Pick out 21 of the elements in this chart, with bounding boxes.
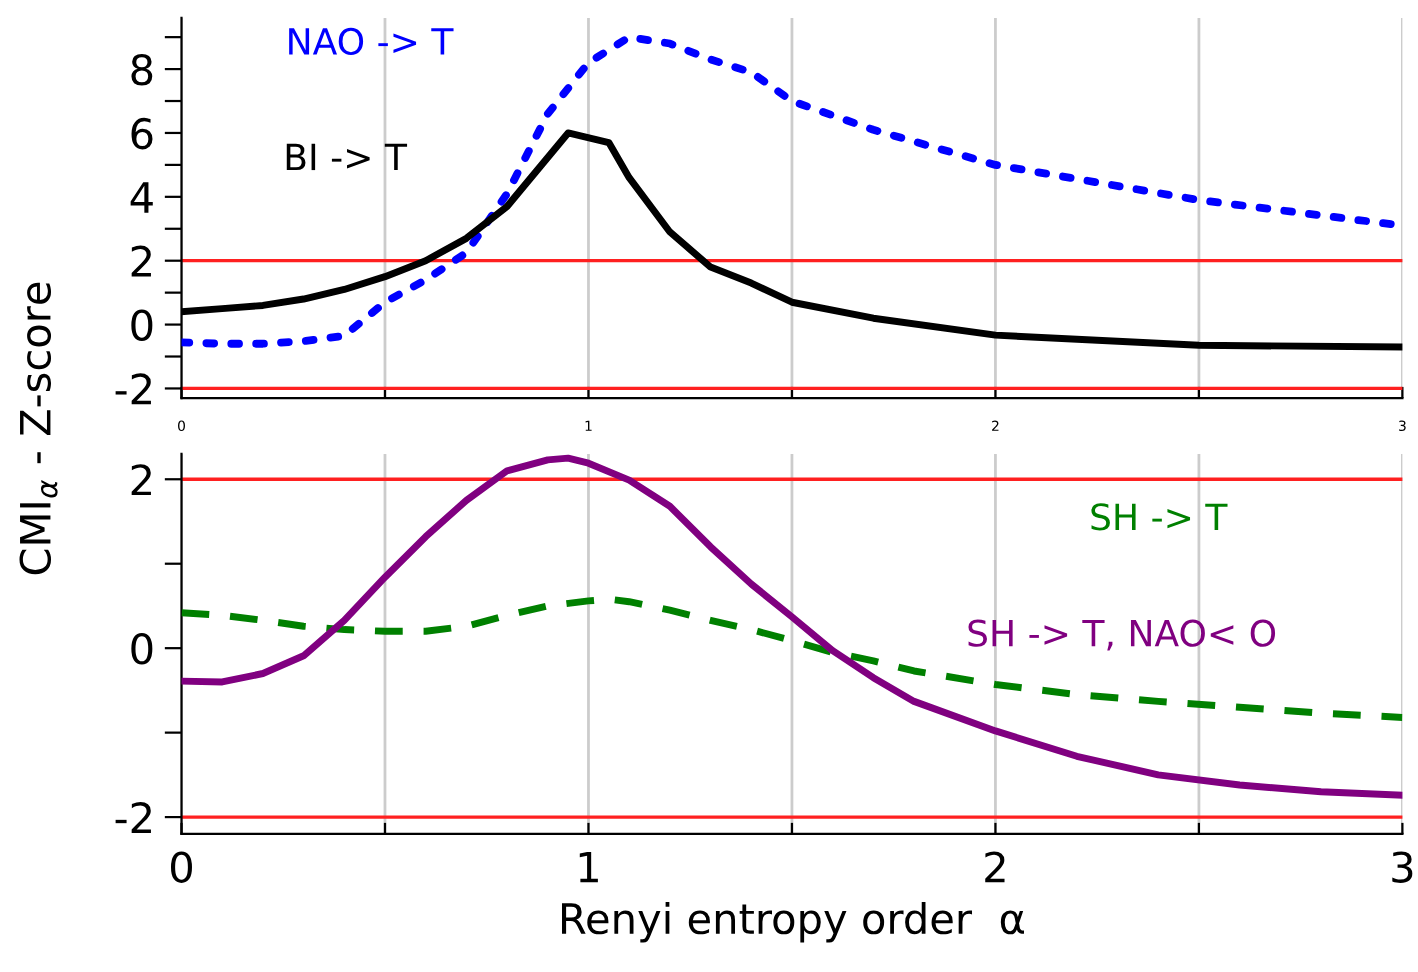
y-tick-label: 0 bbox=[131, 309, 153, 341]
x-tick-label: 2 bbox=[985, 851, 1005, 883]
y-tick-label: 0 bbox=[131, 633, 153, 665]
y-tick-label: 8 bbox=[131, 53, 153, 86]
y-tick-label: 6 bbox=[131, 117, 153, 150]
series-label: SH -> T, NAO< O bbox=[968, 619, 1276, 651]
y-tick-label: 2 bbox=[131, 464, 151, 496]
x-axis-title: Renyi entropy order α bbox=[562, 902, 1024, 943]
text: NAO -> T bbox=[289, 27, 454, 56]
x-tick-label: 0 bbox=[171, 851, 192, 883]
text: BI -> T bbox=[286, 143, 408, 171]
y-tick-label: 2 bbox=[131, 245, 151, 277]
line-series bbox=[181, 595, 1403, 721]
y-tick-label: -2 bbox=[115, 801, 151, 833]
y-tick-label: -2 bbox=[115, 373, 151, 405]
y-axis-title: CMI$_{α}$ - Z-score bbox=[19, 282, 58, 575]
x-tick-label: 1 bbox=[579, 851, 598, 883]
line-series bbox=[181, 454, 1403, 799]
text: SH -> T bbox=[1091, 503, 1228, 531]
y-tick-label: 4 bbox=[130, 182, 153, 213]
x-tick-label: 3 bbox=[1392, 851, 1413, 883]
